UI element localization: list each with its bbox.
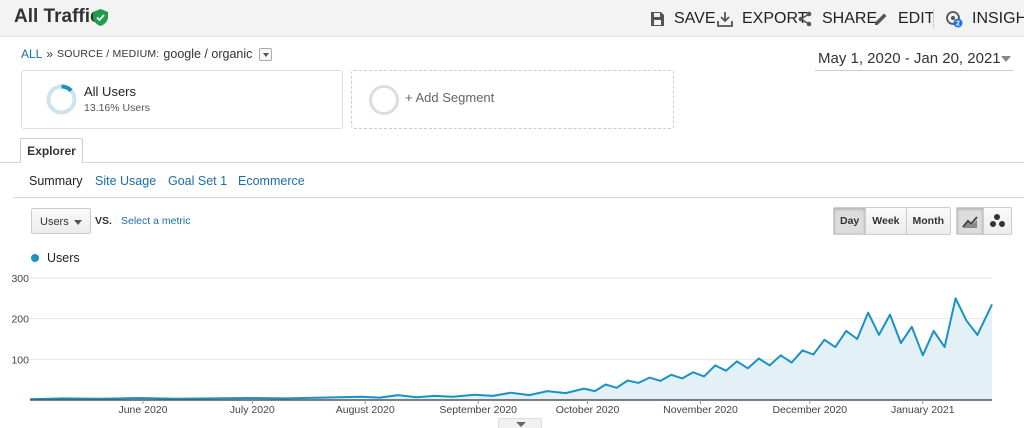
page-title: All Traffic <box>14 6 101 27</box>
breadcrumb-all-link[interactable]: ALL <box>21 47 43 61</box>
breadcrumb-value: google / organic <box>163 47 253 61</box>
x-tick-label: October 2020 <box>556 404 620 416</box>
edit-button[interactable]: EDIT <box>873 10 934 28</box>
empty-segment-ring-icon <box>369 85 399 115</box>
bubble-chart-icon <box>990 214 1005 227</box>
chart-resize-handle[interactable] <box>498 418 542 428</box>
subnav-ecommerce[interactable]: Ecommerce <box>238 174 305 188</box>
legend-label: Users <box>47 251 80 265</box>
share-label: SHARE <box>822 10 878 27</box>
date-range-picker[interactable]: May 1, 2020 - Jan 20, 2021 <box>815 49 1013 71</box>
segment-share: 13.16% Users <box>84 102 150 114</box>
breadcrumb-dropdown[interactable] <box>259 47 273 61</box>
breadcrumb-dimension: SOURCE / MEDIUM: <box>57 48 160 60</box>
metric-select[interactable]: Users <box>31 208 91 234</box>
motion-chart-button[interactable] <box>984 208 1011 234</box>
export-label: EXPORT <box>742 10 808 27</box>
x-tick-label: January 2021 <box>891 404 955 416</box>
subnav-goal-set-1[interactable]: Goal Set 1 <box>168 174 228 188</box>
legend-dot <box>31 254 39 262</box>
segment-ring-icon <box>46 84 77 115</box>
tab-bar-line <box>0 162 1024 163</box>
chart-type-toggle <box>956 207 1012 235</box>
x-tick-label: September 2020 <box>439 404 517 416</box>
chart-legend: Users <box>31 251 80 265</box>
granularity-day[interactable]: Day <box>834 208 867 234</box>
metric-select-value: Users <box>40 216 69 228</box>
save-button[interactable]: SAVE <box>649 10 716 28</box>
export-icon <box>717 12 733 27</box>
x-tick-label: November 2020 <box>663 404 738 416</box>
users-line <box>29 297 993 401</box>
y-tick-label: 200 <box>11 314 29 326</box>
segment-all-users[interactable]: All Users 13.16% Users <box>21 70 343 129</box>
export-button[interactable]: EXPORT <box>717 10 808 28</box>
line-chart-button[interactable] <box>957 208 984 234</box>
add-segment-label: + Add Segment <box>405 90 495 105</box>
x-tick-label: August 2020 <box>336 404 395 416</box>
chevron-down-icon <box>74 220 82 225</box>
vs-label: VS. <box>95 215 112 227</box>
share-button[interactable]: SHARE <box>797 10 877 28</box>
users-area <box>30 298 992 400</box>
insights-button[interactable]: 2 INSIGHTS <box>945 10 1024 28</box>
edit-icon <box>875 13 887 25</box>
edit-label: EDIT <box>898 10 935 27</box>
users-line-chart: 100 200 300 June 2020 July 2020 August 2020 Se… <box>11 273 993 416</box>
save-icon <box>651 12 664 26</box>
verified-shield-icon <box>93 9 108 26</box>
breadcrumb: ALL » SOURCE / MEDIUM: google / organic <box>21 47 273 61</box>
subnav-divider <box>14 197 1024 198</box>
granularity-month[interactable]: Month <box>906 208 951 234</box>
select-metric-link[interactable]: Select a metric <box>121 215 191 227</box>
subnav-summary[interactable]: Summary <box>29 174 83 188</box>
y-tick-label: 100 <box>11 354 29 366</box>
subnav-site-usage[interactable]: Site Usage <box>95 174 157 188</box>
toolbar-divider <box>933 9 934 28</box>
save-label: SAVE <box>674 10 716 27</box>
y-tick-label: 300 <box>11 273 29 285</box>
tab-explorer[interactable]: Explorer <box>20 138 83 163</box>
chevron-down-icon <box>1001 56 1011 62</box>
x-tick-label: July 2020 <box>230 404 275 416</box>
insights-label: INSIGHTS <box>972 10 1024 27</box>
insights-icon: 2 <box>946 11 963 28</box>
granularity-toggle: Day Week Month <box>833 207 952 235</box>
report-header: All Traffic SAVE EXPORT SHARE EDIT 2 INS… <box>0 0 1024 37</box>
breadcrumb-separator: » <box>46 47 54 61</box>
svg-text:2: 2 <box>956 21 960 28</box>
granularity-week[interactable]: Week <box>866 208 907 234</box>
share-icon <box>798 11 812 27</box>
x-tick-label: December 2020 <box>772 404 847 416</box>
add-segment-button[interactable]: + Add Segment <box>351 70 674 129</box>
date-range-text: May 1, 2020 - Jan 20, 2021 <box>818 50 1001 67</box>
line-chart-icon <box>962 216 978 228</box>
x-tick-label: June 2020 <box>118 404 167 416</box>
segment-name: All Users <box>84 84 137 99</box>
